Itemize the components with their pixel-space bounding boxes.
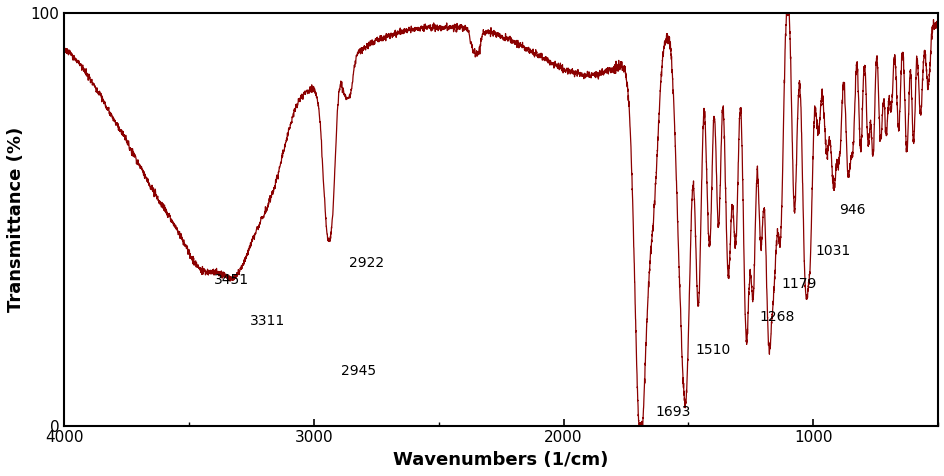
Y-axis label: Transmittance (%): Transmittance (%) [7,127,25,312]
Text: 1268: 1268 [759,310,794,324]
X-axis label: Wavenumbers (1/cm): Wavenumbers (1/cm) [393,451,608,469]
Text: 1179: 1179 [781,277,816,291]
Text: 2922: 2922 [348,257,383,270]
Text: 3311: 3311 [250,314,285,328]
Text: 2945: 2945 [341,364,376,378]
Text: 1031: 1031 [815,244,850,258]
Text: 1693: 1693 [655,405,691,419]
Text: 1510: 1510 [695,343,731,357]
Text: 946: 946 [838,203,865,217]
Text: 3451: 3451 [213,273,249,287]
